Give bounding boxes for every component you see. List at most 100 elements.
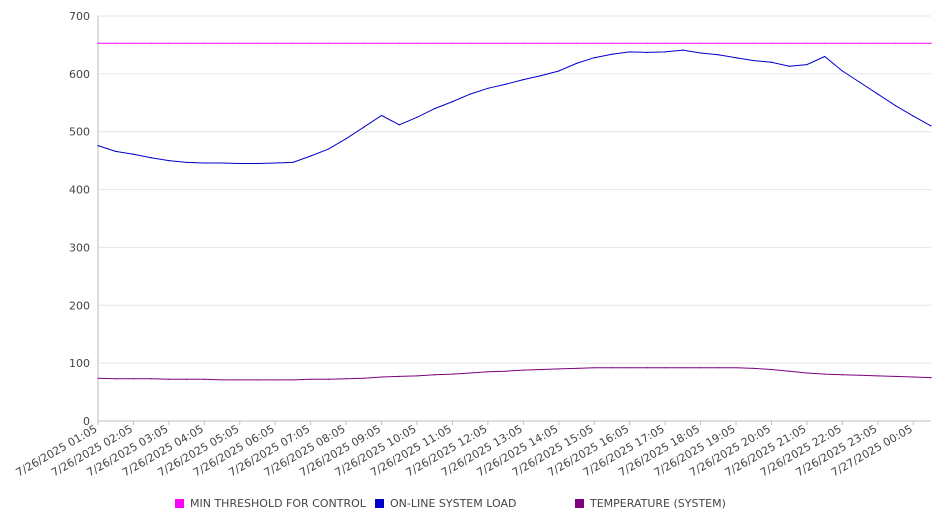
data-point: [434, 107, 436, 110]
data-point: [717, 54, 719, 56]
data-point: [203, 42, 205, 44]
data-point: [699, 52, 702, 54]
data-point: [505, 370, 507, 372]
data-point: [310, 42, 312, 44]
data-point: [274, 162, 276, 164]
data-point: [310, 155, 312, 157]
data-point: [699, 367, 702, 369]
data-point: [274, 379, 276, 381]
data-point: [841, 70, 843, 72]
data-point: [575, 367, 578, 369]
legend: MIN THRESHOLD FOR CONTROL ON-LINE SYSTEM…: [0, 497, 946, 515]
data-point: [930, 125, 932, 127]
data-point: [753, 367, 755, 369]
data-point: [788, 370, 790, 372]
data-point: [894, 42, 897, 44]
data-point: [416, 116, 418, 118]
data-point: [664, 51, 666, 53]
data-point: [664, 42, 666, 44]
data-point: [877, 42, 879, 44]
data-point: [735, 42, 737, 44]
legend-item-min-threshold[interactable]: MIN THRESHOLD FOR CONTROL: [175, 497, 366, 510]
data-point: [930, 42, 932, 44]
data-point: [841, 374, 843, 376]
data-point: [558, 42, 560, 44]
data-point: [203, 378, 205, 380]
data-point: [540, 368, 542, 371]
data-point: [274, 42, 276, 44]
data-point: [380, 114, 383, 117]
data-point: [451, 42, 454, 44]
legend-swatch: [575, 499, 584, 508]
data-point: [239, 42, 241, 44]
data-point: [345, 378, 347, 380]
y-tick-label: 400: [69, 184, 90, 197]
data-point: [505, 83, 507, 85]
legend-label: ON-LINE SYSTEM LOAD: [390, 497, 517, 510]
data-point: [150, 42, 152, 44]
data-point: [575, 62, 578, 65]
data-point: [788, 65, 790, 67]
data-point: [380, 376, 383, 378]
y-tick-label: 200: [69, 299, 90, 312]
data-point: [522, 79, 524, 81]
data-point: [186, 42, 188, 44]
data-point: [469, 372, 471, 374]
data-point: [505, 42, 507, 44]
data-point: [646, 42, 649, 44]
data-point: [398, 375, 400, 378]
data-point: [593, 42, 595, 44]
data-point: [97, 145, 99, 147]
data-point: [859, 81, 861, 84]
data-point: [717, 367, 719, 369]
data-point: [434, 374, 436, 376]
y-tick-label: 600: [69, 68, 90, 81]
data-point: [912, 42, 914, 44]
data-point: [363, 42, 365, 44]
data-point: [629, 42, 631, 44]
axes: [97, 16, 931, 425]
data-point: [664, 367, 666, 369]
data-point: [292, 42, 294, 44]
data-point: [256, 379, 259, 381]
data-point: [877, 93, 879, 95]
data-point: [558, 70, 560, 72]
data-point: [345, 42, 347, 44]
data-point: [416, 42, 418, 44]
legend-swatch: [175, 499, 184, 508]
data-point: [132, 153, 135, 155]
data-point: [682, 42, 684, 44]
data-point: [753, 42, 755, 44]
data-point: [859, 42, 861, 44]
data-point: [611, 42, 613, 44]
data-point: [310, 378, 312, 380]
data-point: [221, 379, 223, 381]
data-point: [256, 162, 259, 165]
data-point: [894, 105, 897, 107]
data-point: [522, 369, 524, 371]
data-point: [186, 161, 188, 163]
y-tick-label: 700: [69, 10, 90, 23]
data-point: [806, 372, 808, 374]
legend-item-temperature[interactable]: TEMPERATURE (SYSTEM): [575, 497, 726, 510]
data-point: [150, 378, 152, 380]
data-point: [593, 57, 595, 59]
data-point: [912, 376, 914, 378]
data-point: [434, 42, 436, 44]
y-axis-tick-labels: 0 100 200 300 400 500 600 700: [69, 10, 90, 428]
data-point: [97, 42, 99, 44]
data-point: [735, 57, 737, 59]
data-point: [770, 42, 773, 44]
data-point: [451, 101, 454, 103]
data-point: [239, 162, 241, 165]
data-point: [806, 42, 808, 44]
data-point: [894, 375, 897, 378]
data-point: [877, 375, 879, 377]
data-point: [611, 53, 613, 55]
data-point: [540, 74, 542, 77]
legend-item-system-load[interactable]: ON-LINE SYSTEM LOAD: [375, 497, 516, 510]
data-point: [806, 64, 808, 66]
data-point: [168, 378, 170, 380]
